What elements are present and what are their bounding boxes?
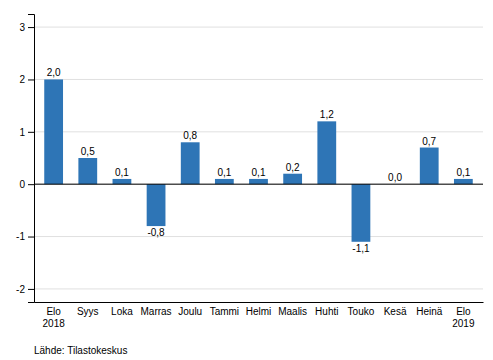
x-tick: Marras xyxy=(141,306,172,317)
data-label: 2,0 xyxy=(47,67,61,78)
data-label: 0,0 xyxy=(388,172,402,183)
x-tick: Tammi xyxy=(210,306,239,317)
x-tick-label: Joulu xyxy=(178,306,202,317)
y-tick: 1 xyxy=(19,127,34,138)
data-label: 0,1 xyxy=(217,167,231,178)
y-tick-label: -2 xyxy=(16,284,25,295)
bar xyxy=(420,148,439,185)
y-tick-mark xyxy=(28,132,34,133)
x-tick-label: Huhti xyxy=(315,306,338,317)
plot: 2,0 0,5 0,1 -0,8 0,8 0,1 0,1 0,2 1,2 -1,1 0,0 0,7 0,… xyxy=(16,15,483,329)
bar xyxy=(352,184,371,242)
x-tick-label: Tammi xyxy=(210,306,239,317)
y-tick-label: 2 xyxy=(19,74,25,85)
x-tick: Loka xyxy=(111,306,133,317)
data-label: 1,2 xyxy=(320,109,334,120)
grid-line xyxy=(34,236,483,237)
bar xyxy=(283,174,302,184)
data-label: 0,1 xyxy=(456,167,470,178)
x-tick: Joulu xyxy=(178,306,202,317)
x-tick-label: Syys xyxy=(77,306,99,317)
x-tick: Helmi xyxy=(246,306,272,317)
x-axis: Elo2018 Syys Loka Marras Joulu Tammi Helmi Maal… xyxy=(35,303,484,329)
grid xyxy=(34,27,483,289)
bar xyxy=(181,142,200,184)
x-tick: Elo2018 xyxy=(43,306,66,329)
x-tick: Syys xyxy=(77,306,99,317)
x-tick-label: Loka xyxy=(111,306,133,317)
data-label: -1,1 xyxy=(352,243,370,254)
x-axis-line xyxy=(35,302,484,303)
x-tick-label: Elo2018 xyxy=(43,306,66,329)
grid-line xyxy=(34,288,483,289)
grid-line xyxy=(34,27,483,28)
bar xyxy=(44,79,63,184)
x-tick: Maalis xyxy=(278,306,307,317)
bars xyxy=(44,79,473,241)
x-tick: Kesä xyxy=(384,306,407,317)
x-tick-label: Heinä xyxy=(416,306,443,317)
bar xyxy=(147,184,166,226)
bar xyxy=(215,179,234,184)
source-text: Lähde: Tilastokeskus xyxy=(34,345,127,356)
y-axis-line xyxy=(28,15,35,303)
y-tick: 2 xyxy=(19,74,34,85)
bar xyxy=(78,158,97,184)
x-tick: Elo2019 xyxy=(452,306,475,329)
x-tick-label: Helmi xyxy=(246,306,272,317)
data-label: -0,8 xyxy=(147,227,165,238)
data-label: 0,8 xyxy=(183,130,197,141)
data-label: 0,7 xyxy=(422,136,436,147)
y-tick: -2 xyxy=(16,284,34,295)
y-tick-mark xyxy=(28,79,34,80)
x-tick-label: Touko xyxy=(348,306,375,317)
x-tick-label: Marras xyxy=(141,306,172,317)
chart: 2,0 0,5 0,1 -0,8 0,8 0,1 0,1 0,2 1,2 -1,1 0,0 0,7 0,… xyxy=(0,0,493,360)
y-tick: 3 xyxy=(19,22,34,33)
bar xyxy=(317,121,336,184)
y-tick: -1 xyxy=(16,231,34,242)
bar xyxy=(113,179,132,184)
y-tick-label: 0 xyxy=(19,179,25,190)
grid-line xyxy=(34,79,483,80)
grid-line xyxy=(34,184,483,185)
data-labels: 2,0 0,5 0,1 -0,8 0,8 0,1 0,1 0,2 1,2 -1,1 0,0 0,7 0,… xyxy=(47,67,471,253)
y-tick-mark xyxy=(28,184,34,185)
x-tick-label: Kesä xyxy=(384,306,407,317)
y-tick: 0 xyxy=(19,179,34,190)
bar xyxy=(249,179,268,184)
data-label: 0,5 xyxy=(81,146,95,157)
y-tick-label: 1 xyxy=(19,127,25,138)
y-tick-label: -1 xyxy=(16,231,25,242)
x-tick: Huhti xyxy=(315,306,338,317)
y-tick-mark xyxy=(28,289,34,290)
data-label: 0,1 xyxy=(252,167,266,178)
x-tick: Touko xyxy=(348,306,375,317)
y-tick-label: 3 xyxy=(19,22,25,33)
grid-line xyxy=(34,131,483,132)
y-tick-mark xyxy=(28,237,34,238)
x-tick-label: Elo2019 xyxy=(452,306,475,329)
y-axis: -2 -1 0 1 2 3 xyxy=(16,15,34,303)
data-label: 0,1 xyxy=(115,167,129,178)
x-tick-label: Maalis xyxy=(278,306,307,317)
bar xyxy=(454,179,473,184)
zero-line xyxy=(34,184,483,185)
data-label: 0,2 xyxy=(286,162,300,173)
y-tick-mark xyxy=(28,27,34,28)
x-tick: Heinä xyxy=(416,306,443,317)
